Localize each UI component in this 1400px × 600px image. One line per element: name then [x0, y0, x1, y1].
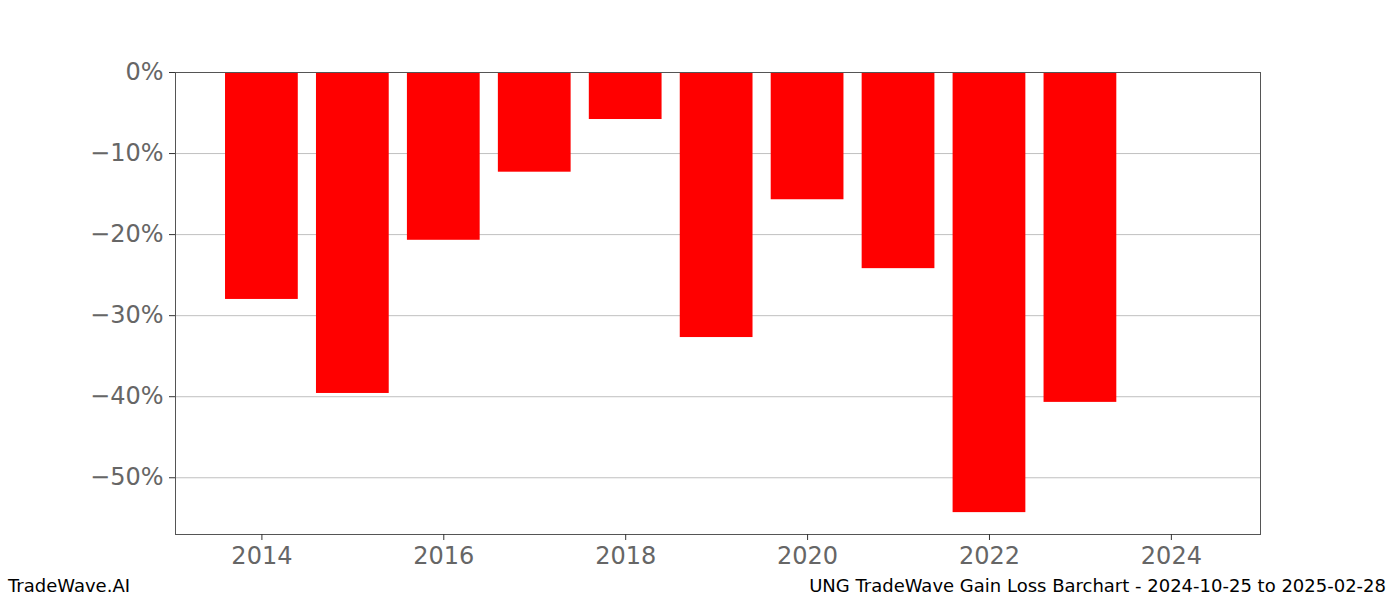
svg-text:0%: 0%: [125, 58, 163, 86]
html-text:TradeWave.AI: TradeWave.AI: [8, 575, 130, 596]
svg-text:−50%: −50%: [90, 463, 163, 491]
svg-text:2022: 2022: [959, 542, 1020, 570]
html-text:UNG TradeWave Gain Loss Barcha: UNG TradeWave Gain Loss Barchart - 2024-…: [809, 575, 1386, 596]
svg-text:−20%: −20%: [90, 220, 163, 248]
svg-text:2016: 2016: [413, 542, 474, 570]
svg-text:−10%: −10%: [90, 139, 163, 167]
svg-text:2018: 2018: [595, 542, 656, 570]
svg-text:−30%: −30%: [90, 301, 163, 329]
svg-text:2014: 2014: [231, 542, 292, 570]
svg-text:2020: 2020: [777, 542, 838, 570]
svg-text:−40%: −40%: [90, 382, 163, 410]
svg-text:2024: 2024: [1141, 542, 1202, 570]
